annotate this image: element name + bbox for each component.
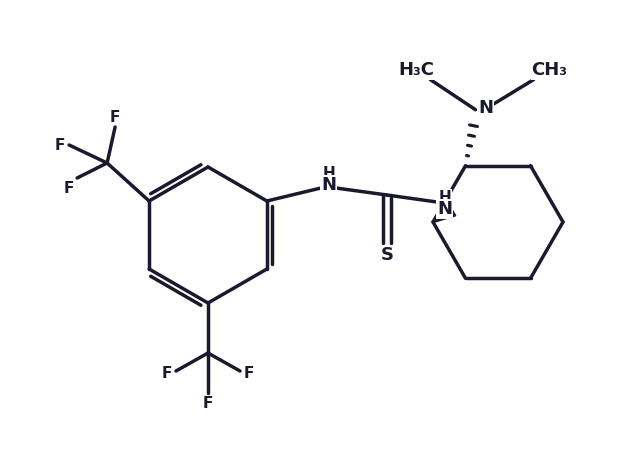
Text: F: F (244, 366, 254, 381)
Text: N: N (478, 99, 493, 117)
Text: H₃C: H₃C (399, 61, 435, 78)
Text: N: N (321, 176, 337, 194)
Text: F: F (110, 110, 120, 125)
Text: H: H (438, 189, 451, 204)
Text: S: S (380, 246, 394, 264)
Text: F: F (203, 397, 213, 412)
Text: F: F (162, 366, 172, 381)
Text: H: H (323, 165, 335, 180)
Text: N: N (437, 200, 452, 218)
Text: F: F (55, 138, 65, 152)
Text: F: F (64, 180, 74, 196)
Text: CH₃: CH₃ (531, 61, 568, 78)
Polygon shape (435, 206, 456, 222)
